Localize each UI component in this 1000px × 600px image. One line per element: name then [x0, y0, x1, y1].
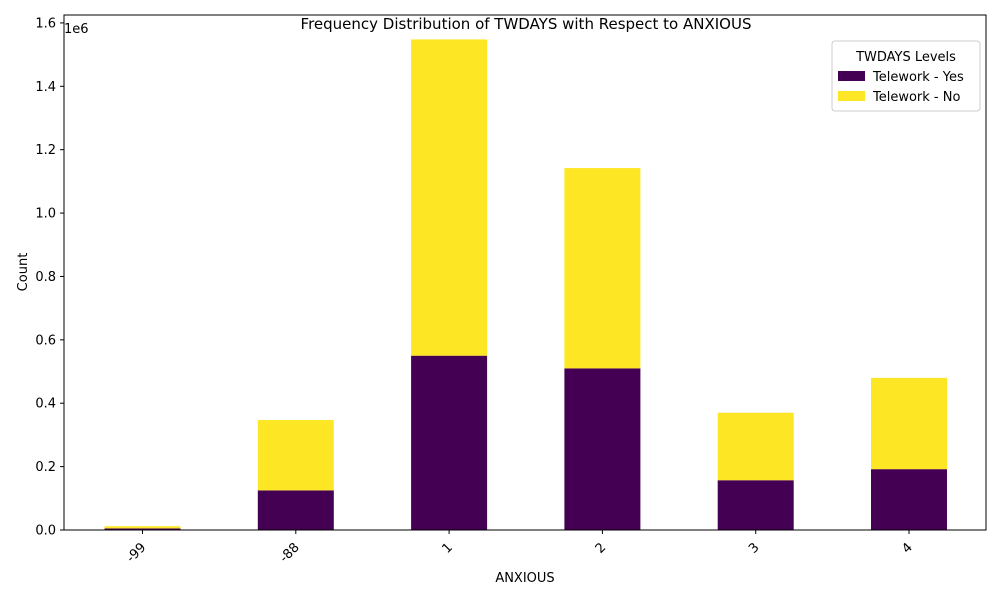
y-tick-label: 0.0 — [35, 524, 56, 539]
y-axis-offset-label: 1e6 — [64, 22, 89, 37]
x-tick-label: -88 — [277, 540, 303, 566]
bar-telework-no--88 — [257, 420, 334, 491]
y-tick-label: 1.2 — [35, 143, 56, 158]
x-tick-label: 2 — [593, 540, 609, 556]
bar-telework-yes--99 — [104, 528, 181, 530]
bars-group — [104, 39, 947, 530]
x-axis-label: ANXIOUS — [495, 571, 554, 586]
x-tick-label: 1 — [439, 540, 455, 556]
bar-telework-yes-1 — [411, 355, 488, 530]
x-axis-ticks: -99 -88 1 2 3 4 — [124, 530, 916, 566]
bar-telework-yes-2 — [564, 368, 641, 530]
bar-telework-yes-4 — [871, 469, 947, 530]
y-tick-label: 0.2 — [35, 460, 56, 475]
y-tick-label: 0.4 — [35, 397, 56, 412]
bar-telework-no--99 — [104, 526, 181, 529]
bar-telework-yes-3 — [717, 480, 794, 530]
y-axis-label: Count — [16, 253, 31, 292]
legend-swatch-no — [838, 91, 865, 101]
plot-frame — [63, 14, 987, 531]
legend-label-no: Telework - No — [872, 90, 960, 105]
legend-frame — [831, 40, 981, 112]
chart-title: Frequency Distribution of TWDAYS with Re… — [301, 15, 752, 33]
bar-telework-no-2 — [564, 168, 641, 369]
y-tick-label: 1.0 — [35, 207, 56, 222]
x-tick-label: 4 — [899, 540, 915, 556]
legend-title: TWDAYS Levels — [855, 50, 956, 65]
x-tick-label: 3 — [746, 540, 762, 556]
bar-telework-no-4 — [871, 377, 947, 470]
y-tick-label: 1.6 — [35, 16, 56, 31]
bar-telework-no-3 — [717, 412, 794, 481]
legend-label-yes: Telework - Yes — [872, 70, 964, 85]
bar-telework-no-1 — [411, 39, 488, 356]
legend-swatch-yes — [838, 71, 865, 81]
y-tick-label: 0.8 — [35, 270, 56, 285]
x-tick-label: -99 — [124, 540, 150, 566]
y-axis-ticks: 0.0 0.2 0.4 0.6 0.8 1.0 1.2 1.4 1.6 — [35, 16, 64, 539]
y-tick-label: 1.4 — [35, 80, 56, 95]
bar-telework-yes--88 — [257, 490, 334, 530]
legend: TWDAYS Levels Telework - Yes Telework - … — [831, 40, 981, 112]
y-tick-label: 0.6 — [35, 333, 56, 348]
